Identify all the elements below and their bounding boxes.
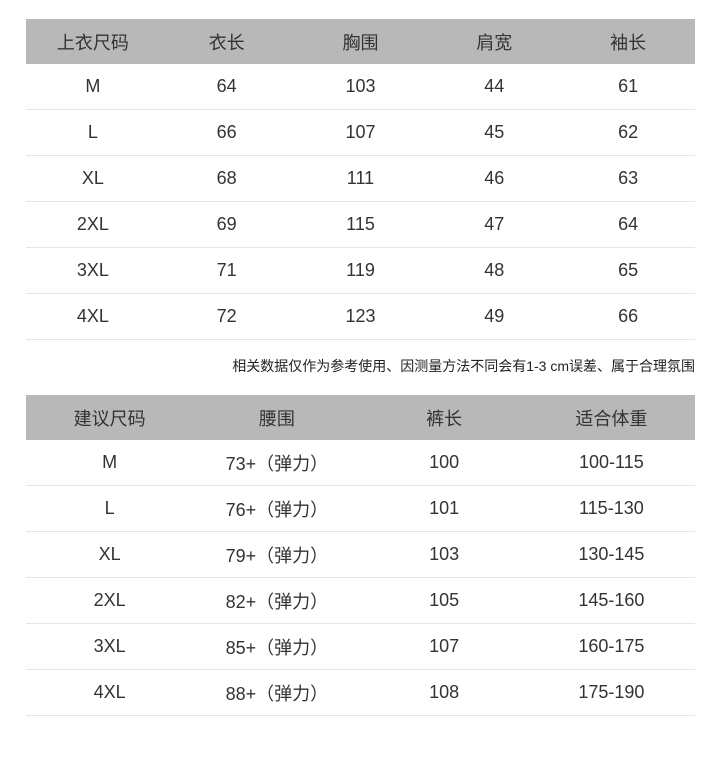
table-cell: 63 — [561, 155, 695, 202]
table-cell: 85+（弹力） — [193, 623, 361, 670]
table-cell: 107 — [360, 623, 528, 670]
table-cell: 105 — [360, 577, 528, 624]
table-cell: 2XL — [26, 577, 194, 624]
header-cell: 肩宽 — [427, 19, 562, 64]
table-cell: 3XL — [26, 247, 160, 294]
header-cell: 袖长 — [561, 19, 695, 64]
table-cell: 47 — [427, 201, 562, 248]
table-cell: XL — [26, 155, 160, 202]
header-cell: 适合体重 — [527, 395, 695, 440]
table-cell: 64 — [159, 64, 294, 110]
table-cell: 160-175 — [527, 623, 695, 670]
table-cell: 61 — [561, 64, 695, 110]
table-cell: 69 — [159, 201, 294, 248]
table-row: 4XL 72 123 49 66 — [26, 293, 695, 340]
table-cell: 64 — [561, 201, 695, 248]
table-cell: 76+（弹力） — [193, 485, 361, 532]
table-row: XL 79+（弹力） 103 130-145 — [26, 531, 695, 578]
table-row: L 66 107 45 62 — [26, 109, 695, 156]
measurement-note: 相关数据仅作为参考使用、因测量方法不同会有1-3 cm误差、属于合理氛围 — [232, 358, 695, 374]
table-row: M 64 103 44 61 — [26, 64, 695, 110]
table-cell: 130-145 — [527, 531, 695, 578]
header-cell: 裤长 — [360, 395, 528, 440]
table-cell: 2XL — [26, 201, 160, 248]
bottom-size-table: 建议尺码 腰围 裤长 适合体重 M 73+（弹力） 100 100-115 L 76+（弹… — [26, 395, 695, 716]
table-cell: L — [26, 485, 194, 532]
table-cell: 119 — [293, 247, 428, 294]
table-cell: 82+（弹力） — [193, 577, 361, 624]
table-row: M 73+（弹力） 100 100-115 — [26, 440, 695, 486]
table-cell: 123 — [293, 293, 428, 340]
table-cell: 103 — [360, 531, 528, 578]
table-header-row: 上衣尺码 衣长 胸围 肩宽 袖长 — [26, 19, 695, 64]
header-cell: 胸围 — [293, 19, 428, 64]
table-cell: 101 — [360, 485, 528, 532]
table-cell: 46 — [427, 155, 562, 202]
table-cell: 3XL — [26, 623, 194, 670]
header-cell: 建议尺码 — [26, 395, 194, 440]
top-size-table: 上衣尺码 衣长 胸围 肩宽 袖长 M 64 103 44 61 L 66 107 45 62 XL 6… — [26, 19, 695, 340]
table-cell: 115 — [293, 201, 428, 248]
table-cell: 45 — [427, 109, 562, 156]
table-cell: 49 — [427, 293, 562, 340]
table-cell: M — [26, 440, 194, 486]
table-cell: 100 — [360, 440, 528, 486]
table-cell: 72 — [159, 293, 294, 340]
table-cell: 100-115 — [527, 440, 695, 486]
table-cell: 108 — [360, 669, 528, 716]
table-row: L 76+（弹力） 101 115-130 — [26, 485, 695, 532]
table-cell: XL — [26, 531, 194, 578]
table-row: 2XL 82+（弹力） 105 145-160 — [26, 577, 695, 624]
table-cell: 4XL — [26, 293, 160, 340]
table-cell: 68 — [159, 155, 294, 202]
table-cell: 62 — [561, 109, 695, 156]
header-cell: 腰围 — [193, 395, 361, 440]
table-cell: 107 — [293, 109, 428, 156]
table-row: 3XL 85+（弹力） 107 160-175 — [26, 623, 695, 670]
table-cell: 115-130 — [527, 485, 695, 532]
table-cell: 48 — [427, 247, 562, 294]
table-cell: L — [26, 109, 160, 156]
table-cell: 103 — [293, 64, 428, 110]
header-cell: 衣长 — [159, 19, 294, 64]
table-row: 3XL 71 119 48 65 — [26, 247, 695, 294]
table-row: 4XL 88+（弹力） 108 175-190 — [26, 669, 695, 716]
table-cell: M — [26, 64, 160, 110]
table-cell: 111 — [293, 155, 428, 202]
table-cell: 175-190 — [527, 669, 695, 716]
table-cell: 73+（弹力） — [193, 440, 361, 486]
table-cell: 66 — [159, 109, 294, 156]
table-cell: 79+（弹力） — [193, 531, 361, 578]
table-cell: 65 — [561, 247, 695, 294]
table-row: XL 68 111 46 63 — [26, 155, 695, 202]
table-cell: 66 — [561, 293, 695, 340]
table-cell: 88+（弹力） — [193, 669, 361, 716]
table-cell: 145-160 — [527, 577, 695, 624]
table-cell: 71 — [159, 247, 294, 294]
table-header-row: 建议尺码 腰围 裤长 适合体重 — [26, 395, 695, 440]
table-cell: 44 — [427, 64, 562, 110]
header-cell: 上衣尺码 — [26, 19, 160, 64]
table-row: 2XL 69 115 47 64 — [26, 201, 695, 248]
table-cell: 4XL — [26, 669, 194, 716]
